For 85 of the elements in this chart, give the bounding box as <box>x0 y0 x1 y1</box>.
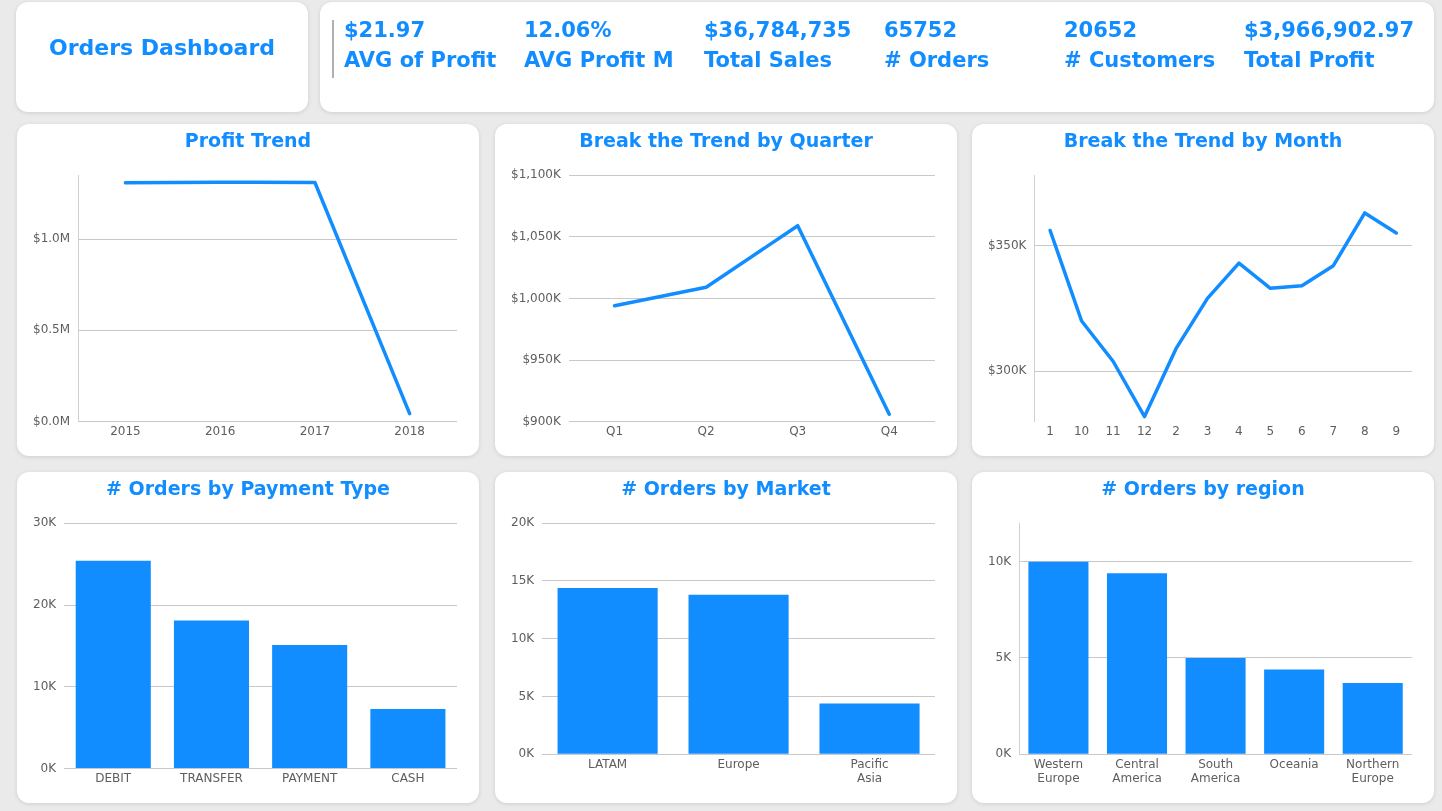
x-tick-label: CASH <box>391 770 425 785</box>
x-tick-label: South America <box>1190 756 1241 785</box>
x-tick-label: 12 <box>1136 423 1153 438</box>
y-tick-label: 30K <box>33 515 58 530</box>
x-tick-label: 1 <box>1046 423 1054 438</box>
y-tick-label: 20K <box>511 515 536 530</box>
x-tick-label: 10 <box>1073 423 1090 438</box>
text: AVG of Profit <box>344 48 498 74</box>
y-tick-label: $1,100K <box>511 167 562 182</box>
chart-title: Break the Trend by Quarter <box>578 129 874 151</box>
y-tick-label: $950K <box>522 352 562 367</box>
y-tick-label: $0.0M <box>32 413 71 428</box>
x-tick-label: Oceania <box>1269 756 1319 771</box>
text: # Customers <box>1064 48 1217 74</box>
y-tick-label: 5K <box>995 650 1013 665</box>
text: Total Profit <box>1244 48 1376 74</box>
text: 65752 <box>884 18 959 44</box>
text: $36,784,735 <box>704 18 853 44</box>
x-tick-label: Europe <box>717 756 760 771</box>
text: Orders Dashboard <box>48 34 276 60</box>
x-tick-label: 2016 <box>204 423 236 438</box>
bar <box>1106 573 1168 754</box>
x-tick-label: TRANSFER <box>179 770 243 785</box>
bar <box>1342 682 1403 754</box>
x-tick-label: 11 <box>1105 423 1121 438</box>
x-tick-label: 3 <box>1203 423 1212 438</box>
text: # Orders <box>884 48 991 74</box>
bar <box>173 620 249 769</box>
y-tick-label: 10K <box>33 678 58 693</box>
bar <box>1264 669 1325 754</box>
y-tick-label: $1,000K <box>511 290 562 305</box>
chart-title: # Orders by Payment Type <box>105 477 391 499</box>
x-tick-label: 2 <box>1172 423 1180 438</box>
bar <box>688 594 789 754</box>
bar <box>75 560 151 769</box>
bar <box>370 708 446 769</box>
y-tick-label: $900K <box>522 413 562 428</box>
x-tick-label: Northern Europe <box>1346 756 1400 785</box>
x-tick-label: 9 <box>1392 423 1401 438</box>
text: $21.97 <box>344 18 427 44</box>
x-tick-label: Q2 <box>697 423 715 438</box>
bar <box>557 587 658 754</box>
x-tick-label: DEBIT <box>95 770 132 785</box>
text: Total Sales <box>704 48 833 74</box>
y-tick-label: $1,050K <box>511 228 562 243</box>
x-tick-label: Central America <box>1112 756 1162 785</box>
text: $3,966,902.97 <box>1244 18 1416 44</box>
y-tick-label: $350K <box>987 237 1028 252</box>
chart-title: # Orders by Market <box>620 477 832 499</box>
x-tick-label: 4 <box>1235 423 1243 438</box>
chart-title: Break the Trend by Month <box>1062 129 1344 151</box>
x-tick-label: LATAM <box>588 756 628 771</box>
x-tick-label: 7 <box>1329 423 1338 438</box>
x-tick-label: 2018 <box>394 423 425 438</box>
bar <box>1028 561 1089 754</box>
bar <box>819 703 920 754</box>
x-tick-label: 8 <box>1360 423 1369 438</box>
y-tick-label: 15K <box>511 573 536 588</box>
y-tick-label: $300K <box>987 363 1028 378</box>
x-tick-label: 2015 <box>110 423 141 438</box>
y-tick-label: 0K <box>995 746 1013 761</box>
x-tick-label: 5 <box>1266 423 1275 438</box>
x-tick-label: Q1 <box>606 423 624 438</box>
text: 20652 <box>1064 18 1139 44</box>
y-tick-label: 0K <box>518 746 536 761</box>
y-tick-label: 0K <box>40 760 58 775</box>
x-tick-label: PAYMENT <box>282 770 338 785</box>
y-tick-label: $1.0M <box>32 231 71 246</box>
x-tick-label: Q3 <box>789 423 807 438</box>
y-tick-label: 10K <box>511 630 536 645</box>
chart-title: Profit Trend <box>183 129 313 151</box>
bar <box>272 645 348 769</box>
x-tick-label: Pacific Asia <box>850 756 889 785</box>
text: 12.06% <box>524 18 613 44</box>
text: AVG Profit M <box>524 48 675 74</box>
y-tick-label: 5K <box>518 688 536 703</box>
y-tick-label: $0.5M <box>32 322 71 337</box>
x-tick-label: Q4 <box>880 423 898 438</box>
chart-title: # Orders by region <box>1100 477 1306 499</box>
x-tick-label: Western Europe <box>1033 756 1084 785</box>
bar <box>1185 657 1246 754</box>
x-tick-label: 6 <box>1298 423 1306 438</box>
x-tick-label: 2017 <box>299 423 331 438</box>
y-tick-label: 20K <box>33 597 58 612</box>
y-tick-label: 10K <box>988 553 1013 568</box>
